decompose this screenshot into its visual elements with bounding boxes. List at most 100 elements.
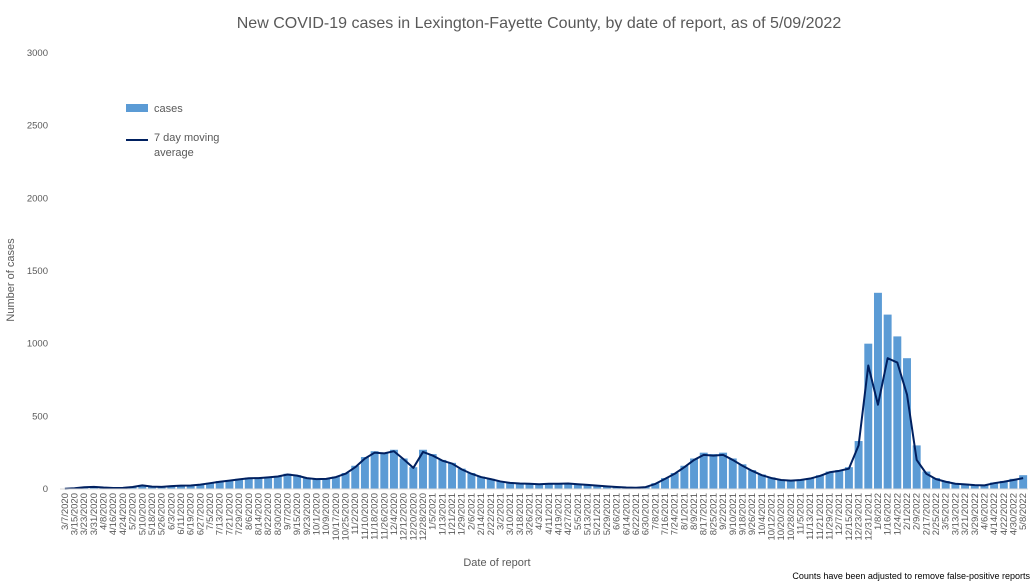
x-tick-label: 8/14/2020: [253, 493, 264, 535]
case-bar: [186, 485, 195, 489]
y-axis-label: Number of cases: [5, 238, 17, 322]
x-tick-label: 11/13/2021: [805, 493, 816, 540]
x-tick-label: 11/10/2020: [360, 493, 371, 540]
x-tick-label: 8/9/2021: [689, 493, 700, 530]
case-bar: [438, 459, 447, 489]
case-bar: [389, 449, 398, 489]
x-tick-label: 12/31/2021: [863, 493, 874, 541]
x-tick-label: 7/21/2020: [224, 493, 235, 535]
x-tick-label: 2/22/2021: [486, 493, 497, 535]
case-bar: [341, 473, 350, 489]
case-bar: [796, 479, 805, 489]
x-tick-label: 2/1/2022: [902, 493, 913, 530]
x-tick-label: 11/29/2021: [825, 493, 836, 540]
x-tick-label: 7/16/2021: [660, 493, 671, 535]
x-tick-label: 12/7/2021: [834, 493, 845, 535]
case-bar: [380, 452, 389, 489]
x-tick-label: 3/2/2021: [495, 493, 506, 530]
case-bar: [922, 471, 931, 489]
x-tick-label: 6/11/2020: [176, 493, 187, 535]
x-tick-label: 10/20/2021: [776, 493, 787, 541]
x-tick-label: 1/8/2022: [873, 493, 884, 530]
x-tick-label: 8/6/2020: [244, 493, 255, 530]
x-tick-label: 9/18/2021: [737, 493, 748, 535]
x-tick-label: 7/13/2020: [215, 493, 226, 535]
case-bar: [360, 457, 369, 489]
x-tick-label: 7/5/2020: [205, 493, 216, 530]
x-tick-label: 8/17/2021: [699, 493, 710, 535]
x-tick-label: 3/15/2020: [70, 493, 81, 535]
x-tick-label: 5/2/2020: [128, 493, 139, 530]
x-tick-label: 3/23/2020: [79, 493, 90, 535]
x-tick-label: 3/21/2022: [960, 493, 971, 535]
x-tick-label: 8/25/2021: [708, 493, 719, 535]
x-tick-label: 1/13/2021: [437, 493, 448, 535]
x-tick-label: 12/4/2020: [389, 493, 400, 535]
x-tick-label: 10/17/2020: [331, 493, 342, 541]
x-axis-label: Date of report: [463, 557, 530, 569]
x-tick-label: 1/21/2021: [447, 493, 458, 535]
x-tick-label: 9/7/2020: [282, 493, 293, 530]
x-tick-label: 3/5/2022: [941, 493, 952, 530]
legend-label-moving-average: 7 day moving average: [154, 132, 219, 159]
case-bar: [157, 486, 166, 489]
x-tick-label: 1/29/2021: [457, 493, 468, 535]
case-bar: [535, 483, 544, 489]
x-tick-label: 7/8/2021: [650, 493, 661, 530]
x-tick-label: 7/24/2021: [670, 493, 681, 535]
x-tick-label: 5/26/2020: [157, 493, 168, 535]
x-tick-label: 4/30/2022: [1008, 493, 1019, 535]
x-tick-label: 9/2/2021: [718, 493, 729, 530]
x-tick-label: 2/17/2022: [921, 493, 932, 535]
x-tick-label: 3/10/2021: [505, 493, 516, 535]
x-tick-label: 4/24/2020: [118, 493, 129, 535]
case-bar: [496, 481, 505, 489]
legend: cases 7 day moving average: [126, 103, 219, 159]
case-bar: [777, 479, 786, 489]
legend-swatch-cases: [126, 104, 148, 112]
x-tick-label: 3/31/2020: [89, 493, 100, 535]
case-bar: [970, 484, 979, 489]
case-bar: [206, 482, 215, 489]
case-bar: [651, 483, 660, 489]
case-bar: [1019, 475, 1028, 489]
x-tick-label: 6/27/2020: [195, 493, 206, 535]
case-bar: [167, 485, 176, 489]
x-tick-label: 3/18/2021: [515, 493, 526, 535]
case-bar: [544, 483, 553, 489]
case-bar: [322, 478, 331, 489]
case-bar: [699, 452, 708, 489]
x-tick-label: 5/8/2022: [1018, 493, 1029, 530]
case-bar: [844, 467, 853, 489]
case-bar: [235, 478, 244, 489]
case-bar: [999, 481, 1008, 489]
case-bar: [815, 475, 824, 489]
x-tick-label: 3/29/2022: [970, 493, 981, 535]
x-tick-label: 8/30/2020: [273, 493, 284, 535]
x-tick-label: 2/25/2022: [931, 493, 942, 535]
case-bar: [177, 485, 185, 489]
case-bar: [554, 483, 563, 489]
case-bar: [864, 343, 873, 489]
case-bar: [873, 292, 882, 489]
case-bar: [147, 486, 156, 489]
case-bar: [961, 483, 970, 489]
case-bar: [331, 476, 340, 489]
case-bar: [525, 483, 534, 489]
x-tick-label: 9/15/2020: [292, 493, 303, 535]
case-bar: [312, 478, 321, 489]
x-tick-label: 10/1/2020: [312, 493, 323, 535]
x-tick-label: 2/6/2021: [466, 493, 477, 530]
case-bar: [515, 483, 524, 489]
x-tick-label: 10/9/2020: [321, 493, 332, 535]
case-bar: [757, 474, 766, 489]
case-bar: [680, 465, 689, 489]
x-tick-label: 1/5/2021: [428, 493, 439, 530]
x-tick-label: 11/5/2021: [796, 493, 807, 535]
case-bar: [767, 477, 776, 489]
y-tick-label: 1000: [27, 339, 48, 350]
x-tick-label: 9/26/2021: [747, 493, 758, 535]
x-tick-label: 6/22/2021: [631, 493, 642, 535]
x-tick-label: 1/24/2022: [892, 493, 903, 535]
x-tick-label: 2/9/2022: [912, 493, 923, 530]
